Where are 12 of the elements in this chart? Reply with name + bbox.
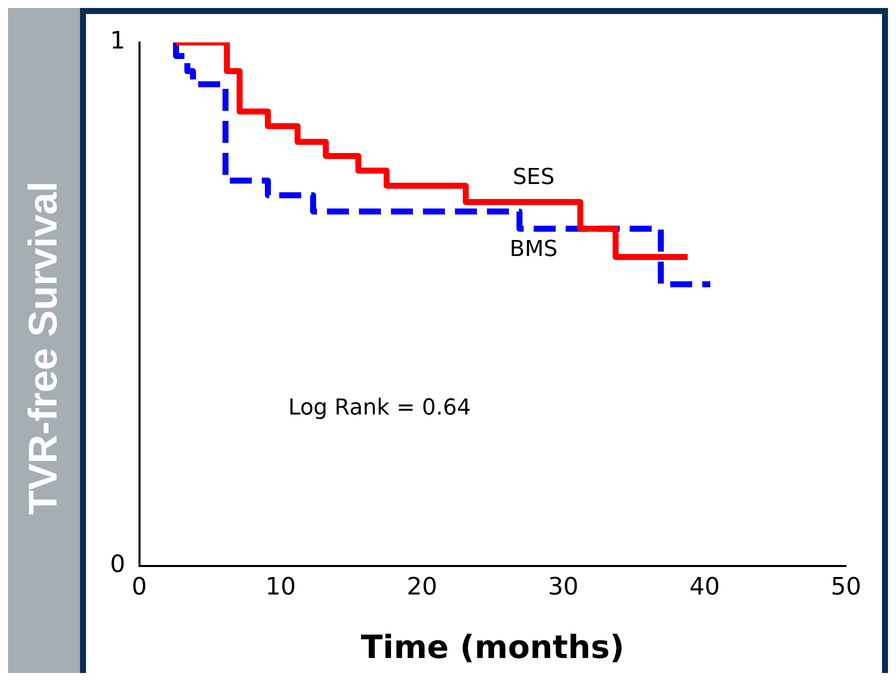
x-tick-label: 10 (265, 572, 296, 600)
x-tick-label: 50 (830, 572, 862, 600)
series-label: BMS (510, 236, 558, 262)
x-tick-label: 20 (406, 572, 438, 600)
x-axis-title: Time (months) (360, 628, 624, 666)
y-axis-title: TVR-free Survival (22, 181, 66, 515)
x-tick-label: 30 (548, 572, 579, 600)
x-tick-label: 40 (689, 572, 720, 600)
y-tick-label: 1 (110, 26, 126, 55)
x-tick-label: 0 (132, 572, 147, 600)
annotation: Log Rank = 0.64 (288, 396, 471, 420)
series-label: SES (512, 165, 555, 190)
